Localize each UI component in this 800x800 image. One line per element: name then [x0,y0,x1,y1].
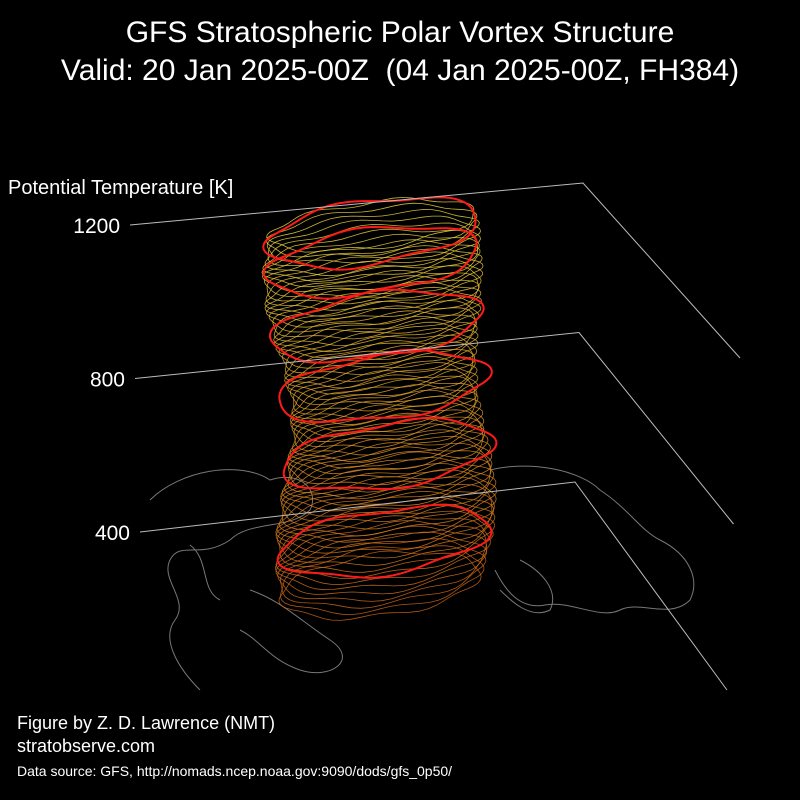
vortex-contour [266,209,480,264]
level-plane [139,481,728,691]
vortex-contour [287,435,493,500]
vortex-contour [275,485,493,554]
vortex-contour [291,389,482,449]
vortex-contour [284,442,493,506]
coastline [239,559,554,674]
credit: Figure by Z. D. Lawrence (NMT) [17,713,275,733]
vortex-contour [282,321,479,376]
vortex-contour [277,531,488,602]
vortex-contour [265,202,478,258]
vortex-contour [262,239,481,293]
coastline [149,469,314,691]
data-source: Data source: GFS, http://nomads.ncep.noa… [17,763,452,779]
vortex-edge [278,348,493,424]
vortex-contour [284,340,476,395]
vortex-contour [266,275,480,328]
vortex-contour [272,286,482,340]
coastlines [149,465,695,691]
level-plane [129,182,741,359]
vortex-contour [278,550,482,621]
y-axis-label: Potential Temperature [K] [8,177,233,199]
vortex-contour [275,490,495,559]
vortex-edge [262,225,478,300]
vortex-edge [282,416,498,491]
vortex-contour [265,258,484,311]
vortex-contour [266,251,484,305]
vortex-contour [278,315,478,369]
vortex-contour [284,327,479,382]
vortex-contour [264,265,482,317]
vortex-contour [280,451,492,517]
vortex-contour [266,196,475,253]
vortex-contour [273,293,482,346]
axes: 400 800 1200 [73,182,741,691]
vortex-contour [263,245,483,298]
vortex-contour [276,480,495,549]
vortex-contour [287,423,489,486]
vortex-contour [289,379,476,437]
y-tick-label: 1200 [73,215,120,238]
vortex-contour [289,355,478,412]
vortex-contour [293,362,479,419]
vortex-contour [287,412,484,475]
vortex-contour [282,469,498,537]
vortex-contour [264,222,481,277]
vortex [261,196,498,621]
vortex-contour [275,525,487,595]
level-plane [134,331,734,525]
vortex-edge [269,288,485,364]
vortex-contour [274,520,488,591]
vortex-contour [290,384,479,443]
y-tick-label: 400 [95,522,130,545]
vortex-contour [292,402,485,462]
website: stratobserve.com [17,736,155,756]
chart-title: GFS Stratospheric Polar Vortex Structure [126,16,675,49]
vortex-contour [264,269,480,323]
coastline [489,465,695,614]
vortex-contour [262,228,480,282]
vortex-contour [279,538,487,609]
chart-subtitle: Valid: 20 Jan 2025-00Z (04 Jan 2025-00Z,… [61,54,739,87]
vortex-edge [276,503,493,579]
y-tick-label: 800 [90,369,125,392]
vortex-contour [261,233,478,288]
vortex-contour [280,456,495,522]
vortex-contour [281,462,497,530]
